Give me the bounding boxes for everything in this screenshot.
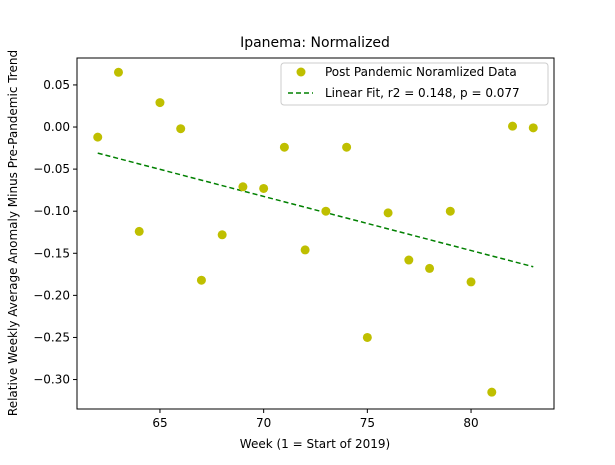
data-point <box>342 142 352 152</box>
x-axis-label: Week (1 = Start of 2019) <box>240 437 390 451</box>
y-tick-label: −0.25 <box>33 330 70 344</box>
legend-label-scatter: Post Pandemic Noramlized Data <box>325 65 517 79</box>
x-tick-label: 65 <box>152 416 167 430</box>
data-point <box>259 183 269 193</box>
data-point <box>487 387 497 397</box>
y-tick-label: 0.05 <box>43 78 70 92</box>
x-axis: 65 70 75 80 <box>152 409 479 430</box>
data-point <box>93 132 103 142</box>
y-axis-label: Relative Weekly Average Anomaly Minus Pr… <box>6 50 20 416</box>
data-point <box>300 245 310 255</box>
x-tick-label: 70 <box>256 416 271 430</box>
data-point <box>238 182 248 192</box>
data-point <box>508 121 518 131</box>
data-point <box>466 277 476 287</box>
data-point <box>279 142 289 152</box>
data-point <box>445 206 455 216</box>
legend-label-fit: Linear Fit, r2 = 0.148, p = 0.077 <box>325 86 520 100</box>
y-tick-label: −0.15 <box>33 246 70 260</box>
data-point <box>155 98 165 108</box>
y-tick-label: −0.20 <box>33 288 70 302</box>
data-point <box>362 332 372 342</box>
data-point <box>321 206 331 216</box>
fit-line-group <box>97 152 534 268</box>
fit-line <box>97 152 534 268</box>
data-point <box>196 275 206 285</box>
data-point <box>404 255 414 265</box>
data-point <box>113 67 123 77</box>
data-point <box>176 124 186 134</box>
legend-frame <box>280 62 549 106</box>
legend-marker-scatter <box>296 67 306 77</box>
data-point <box>425 263 435 273</box>
plot-frame <box>76 57 555 410</box>
legend: Post Pandemic Noramlized Data Linear Fit… <box>280 62 549 106</box>
chart-title: Ipanema: Normalized <box>240 35 390 51</box>
scatter-points-group <box>93 67 538 397</box>
y-tick-label: −0.05 <box>33 162 70 176</box>
x-tick-label: 80 <box>463 416 478 430</box>
y-tick-label: −0.10 <box>33 204 70 218</box>
data-point <box>528 123 538 133</box>
y-axis: 0.05 0.00 −0.05 −0.10 −0.15 −0.20 −0.25 −0.30 <box>33 78 77 387</box>
data-point <box>383 208 393 218</box>
data-point <box>217 230 227 240</box>
y-tick-label: 0.00 <box>43 120 70 134</box>
data-point <box>134 226 144 236</box>
x-tick-label: 75 <box>360 416 375 430</box>
y-tick-label: −0.30 <box>33 373 70 387</box>
